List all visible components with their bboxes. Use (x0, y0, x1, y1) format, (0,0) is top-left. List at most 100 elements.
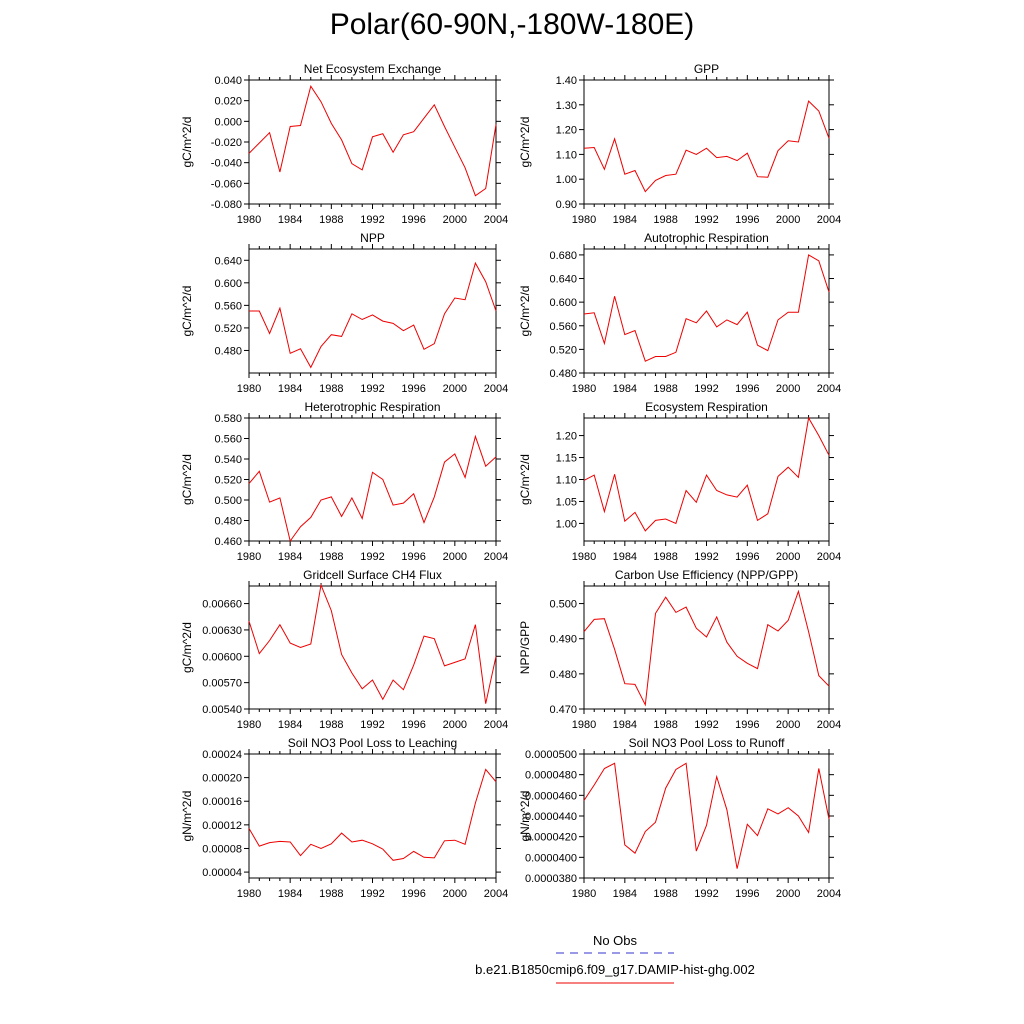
panel-4-ytick-label-0: 0.460 (214, 536, 242, 548)
panel-1-ytick-label-1: 1.00 (556, 174, 577, 186)
panel-1-xtick-label-3: 1992 (694, 214, 718, 226)
panel-2-xtick-label-3: 1992 (360, 383, 384, 395)
panel-1-ytick-label-4: 1.30 (556, 100, 577, 112)
panel-6-ytick-label-0: 0.00540 (202, 704, 242, 716)
panel-1-xtick-label-6: 2004 (817, 214, 841, 226)
panel-4-xtick-label-6: 2004 (484, 551, 508, 563)
panel-5-xtick-label-3: 1992 (694, 551, 718, 563)
panel-6-xtick-label-1: 1984 (278, 719, 302, 731)
panel-0-ytick-label-5: 0.020 (214, 96, 242, 108)
panel-4-ytick-label-1: 0.480 (214, 516, 242, 528)
panel-2-title: NPP (360, 231, 385, 245)
panel-2-ytick-label-0: 0.480 (214, 345, 242, 357)
panel-7-xtick-label-5: 2000 (776, 719, 800, 731)
panel-6-series-line (248, 583, 497, 704)
panel-4-xtick-label-1: 1984 (278, 551, 302, 563)
panel-1-xtick-label-1: 1984 (613, 214, 637, 226)
panel-8-xtick-label-3: 1992 (360, 888, 384, 900)
panel-3-xtick-label-0: 1980 (572, 383, 596, 395)
panel-2-ytick-label-1: 0.520 (214, 323, 242, 335)
panel-5-xtick-label-4: 1996 (735, 551, 759, 563)
panel-8-ytick-label-0: 0.00004 (202, 867, 242, 879)
panel-7-ytick-label-1: 0.480 (549, 669, 577, 681)
panel-2-frame (248, 248, 497, 374)
panel-0-ytick-label-3: -0.020 (211, 137, 242, 149)
panel-0-ytick-label-0: -0.080 (211, 199, 242, 211)
panel-3-xtick-label-6: 2004 (817, 383, 841, 395)
panel-1-series-line (583, 100, 830, 193)
panel-4-xtick-label-3: 1992 (360, 551, 384, 563)
panel-4-ytick-label-3: 0.520 (214, 475, 242, 487)
panel-8-series-line (248, 768, 497, 861)
panel-0-ytick-label-4: 0.000 (214, 116, 242, 128)
panel-3-ytick-label-3: 0.600 (549, 297, 577, 309)
panel-4-ytick-label-4: 0.540 (214, 454, 242, 466)
panel-9-ytick-label-3: 0.0000440 (525, 811, 577, 823)
panel-6-title: Gridcell Surface CH4 Flux (303, 568, 442, 582)
panel-8-ytick-label-1: 0.00008 (202, 843, 242, 855)
panel-6-ylabel: gC/m^2/d (180, 622, 194, 673)
panel-0-ytick-label-1: -0.060 (211, 178, 242, 190)
panel-7-frame (583, 585, 830, 710)
panel-6-xtick-label-5: 2000 (443, 719, 467, 731)
panel-6-xtick-label-2: 1988 (319, 719, 343, 731)
panel-1-ytick-label-3: 1.20 (556, 125, 577, 137)
panel-1-xtick-label-5: 2000 (776, 214, 800, 226)
panel-7-ytick-label-0: 0.470 (549, 704, 577, 716)
panel-8-xtick-label-4: 1996 (401, 888, 425, 900)
panel-7-xtick-label-6: 2004 (817, 719, 841, 731)
panel-1-xtick-label-2: 1988 (653, 214, 677, 226)
panel-0-xtick-label-1: 1984 (278, 214, 302, 226)
panel-8-xtick-label-2: 1988 (319, 888, 343, 900)
panel-0-xtick-label-4: 1996 (401, 214, 425, 226)
panel-9-xtick-label-1: 1984 (613, 888, 637, 900)
panel-8-frame (248, 753, 497, 879)
panel-3-ytick-label-0: 0.480 (549, 368, 577, 380)
panel-0-xtick-label-5: 2000 (443, 214, 467, 226)
panel-7-xtick-label-2: 1988 (653, 719, 677, 731)
panel-3-ytick-label-4: 0.640 (549, 274, 577, 286)
panel-1-ytick-label-0: 0.90 (556, 199, 577, 211)
panel-3-title: Autotrophic Respiration (644, 231, 769, 245)
panel-9-ytick-label-4: 0.0000460 (525, 790, 577, 802)
panel-5-ytick-label-2: 1.10 (556, 475, 577, 487)
panel-0-ytick-label-6: 0.040 (214, 75, 242, 87)
panel-1-title: GPP (694, 62, 719, 76)
panel-7-xtick-label-3: 1992 (694, 719, 718, 731)
panel-2-ytick-label-2: 0.560 (214, 300, 242, 312)
panel-8-xtick-label-6: 2004 (484, 888, 508, 900)
panel-7-xtick-label-1: 1984 (613, 719, 637, 731)
figure-title: Polar(60-90N,-180W-180E) (329, 8, 695, 41)
panel-6-ytick-label-3: 0.00630 (202, 625, 242, 637)
panel-9-xtick-label-0: 1980 (572, 888, 596, 900)
panel-1-xtick-label-0: 1980 (572, 214, 596, 226)
panel-2-xtick-label-1: 1984 (278, 383, 302, 395)
panel-9-ylabel: gN/m^2/d (518, 791, 532, 842)
panel-6-ytick-label-4: 0.00660 (202, 599, 242, 611)
panel-9-xtick-label-4: 1996 (735, 888, 759, 900)
panel-2-xtick-label-6: 2004 (484, 383, 508, 395)
panel-9-xtick-label-2: 1988 (653, 888, 677, 900)
panel-7-ytick-label-2: 0.490 (549, 634, 577, 646)
legend-model-label: b.e21.B1850cmip6.f09_g17.DAMIP-hist-ghg.… (475, 962, 755, 977)
panel-0-xtick-label-2: 1988 (319, 214, 343, 226)
panel-4-ylabel: gC/m^2/d (180, 454, 194, 505)
panel-6-ytick-label-1: 0.00570 (202, 678, 242, 690)
panel-9-xtick-label-6: 2004 (817, 888, 841, 900)
panel-4-ytick-label-6: 0.580 (214, 413, 242, 425)
panel-2-xtick-label-0: 1980 (237, 383, 261, 395)
panel-9-xtick-label-3: 1992 (694, 888, 718, 900)
panel-4-series-line (248, 434, 497, 543)
legend-obs-line (556, 952, 674, 954)
panel-3-series-line (583, 254, 830, 362)
panel-3-ylabel: gC/m^2/d (518, 286, 532, 337)
panel-2-series-line (249, 261, 497, 369)
panel-0-xtick-label-6: 2004 (484, 214, 508, 226)
panel-4-ytick-label-2: 0.500 (214, 495, 242, 507)
panel-6-xtick-label-0: 1980 (237, 719, 261, 731)
panel-9-ytick-label-2: 0.0000420 (525, 832, 577, 844)
panel-0-title: Net Ecosystem Exchange (304, 62, 442, 76)
panel-3-xtick-label-4: 1996 (735, 383, 759, 395)
panel-8-ytick-label-3: 0.00016 (202, 796, 242, 808)
